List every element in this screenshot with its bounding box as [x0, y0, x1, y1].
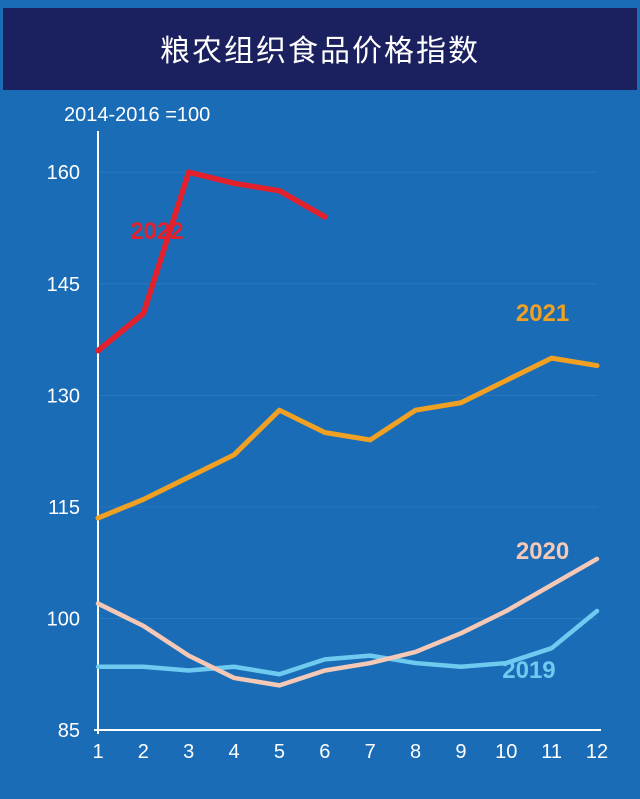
chart-title: 粮农组织食品价格指数	[3, 8, 637, 90]
x-tick-label: 3	[183, 741, 194, 763]
x-tick-label: 1	[92, 741, 103, 763]
chart-svg: 851001151301451601234567891011122014-201…	[3, 90, 637, 780]
x-tick-label: 2	[138, 741, 149, 763]
x-tick-label: 11	[541, 741, 562, 763]
chart-title-text: 粮农组织食品价格指数	[160, 35, 480, 68]
y-tick-label: 160	[47, 162, 80, 184]
y-tick-label: 145	[47, 274, 80, 296]
chart-frame: 粮农组织食品价格指数 85100115130145160123456789101…	[0, 0, 640, 799]
y-tick-label: 115	[48, 497, 80, 519]
x-tick-label: 8	[410, 741, 421, 763]
series-label-2022: 2022	[130, 218, 183, 245]
y-tick-label: 85	[58, 720, 80, 742]
series-2021	[98, 358, 597, 518]
x-tick-label: 9	[455, 741, 466, 763]
x-tick-label: 6	[319, 741, 330, 763]
x-tick-label: 10	[495, 741, 517, 763]
y-tick-label: 130	[47, 385, 80, 407]
x-tick-label: 7	[365, 741, 376, 763]
chart-area: 851001151301451601234567891011122014-201…	[3, 90, 637, 796]
x-tick-label: 4	[229, 741, 240, 763]
series-label-2019: 2019	[502, 657, 555, 684]
y-tick-label: 100	[47, 608, 80, 630]
x-tick-label: 5	[274, 741, 285, 763]
series-label-2020: 2020	[516, 538, 569, 565]
baseline-label: 2014-2016 =100	[64, 104, 210, 126]
series-label-2021: 2021	[516, 300, 569, 327]
series-2022	[98, 172, 325, 351]
x-tick-label: 12	[586, 741, 608, 763]
